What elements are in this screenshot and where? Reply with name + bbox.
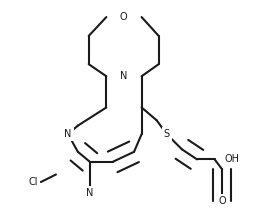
Text: S: S (164, 129, 170, 139)
Text: N: N (86, 188, 94, 198)
Text: Cl: Cl (29, 177, 38, 187)
Text: N: N (64, 129, 72, 139)
Text: O: O (120, 12, 127, 22)
Text: OH: OH (225, 154, 240, 164)
Text: O: O (218, 196, 226, 206)
Text: N: N (120, 71, 127, 81)
